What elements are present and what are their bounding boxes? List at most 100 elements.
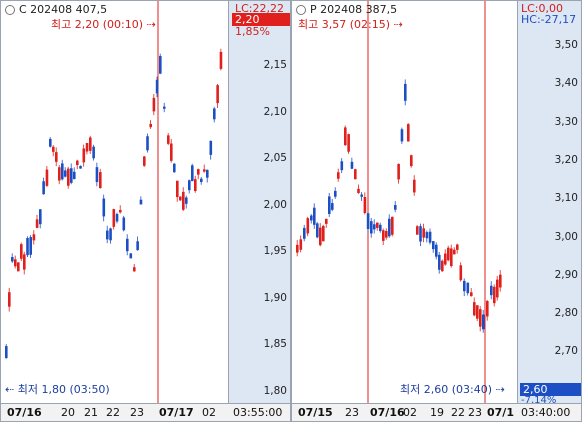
arrow-left-icon: ⇠ xyxy=(5,383,15,396)
candle-body xyxy=(334,190,337,197)
candle-body xyxy=(126,238,129,252)
candle-body xyxy=(496,279,499,298)
call-candlestick-plot[interactable] xyxy=(1,1,228,403)
candle-body xyxy=(191,165,194,182)
candle-body xyxy=(400,129,404,142)
candle-body xyxy=(23,254,26,270)
candle-body xyxy=(139,199,143,205)
call-contract-label: C 202408 407,5 xyxy=(19,3,108,16)
candle-body xyxy=(95,167,99,183)
put-price-axis[interactable]: LC:0,00 HC:-27,17 -7,14% 2,60 3,50 3,40 3,… xyxy=(517,1,581,406)
candle-body xyxy=(476,305,479,319)
candle-body xyxy=(344,127,347,146)
candle-body xyxy=(185,197,188,204)
call-high-annotation: 최고 2,20 (00:10) ⇢ xyxy=(51,16,156,32)
candle-body xyxy=(416,226,419,235)
series-radio-icon[interactable] xyxy=(5,4,15,15)
price-tick-label: 2,80 xyxy=(554,307,578,320)
candle-body xyxy=(17,262,20,272)
candle-body xyxy=(444,253,447,265)
price-tick-label: 3,40 xyxy=(554,77,578,90)
candle-body xyxy=(32,234,36,241)
put-lc-label: LC:0,00 xyxy=(521,2,564,15)
call-change-pct: 1,85% xyxy=(235,25,270,38)
put-date-axis[interactable]: 07/15 23 07/16 02 19 22 23 07/1 03:40:00 xyxy=(292,403,581,421)
date-label: 02 xyxy=(202,406,216,419)
price-tick-label: 2,90 xyxy=(554,268,578,281)
candle-body xyxy=(394,205,397,210)
call-option-chart-panel[interactable]: C 202408 407,5 최고 2,20 (00:10) ⇢ ⇠ 최저 1,… xyxy=(0,0,291,422)
candle-body xyxy=(67,168,70,186)
candle-body xyxy=(213,108,216,120)
put-contract-label: P 202408 387,5 xyxy=(310,3,398,16)
candle-body xyxy=(216,85,219,104)
candle-body xyxy=(82,148,86,163)
candle-body xyxy=(152,97,156,112)
date-label: 07/16 xyxy=(7,406,42,419)
candle-body xyxy=(149,123,152,128)
candle-body xyxy=(20,244,23,259)
candle-body xyxy=(296,244,299,253)
put-change-pct: -7,14% xyxy=(521,395,557,406)
call-low-text: 최저 1,80 (03:50) xyxy=(17,383,110,396)
candle-body xyxy=(179,196,182,201)
candle-body xyxy=(347,134,350,152)
candle-body xyxy=(79,165,82,169)
put-candlestick-plot[interactable] xyxy=(292,1,517,403)
candle-body xyxy=(102,198,106,217)
candle-body xyxy=(159,56,162,74)
put-chart-header: P 202408 387,5 xyxy=(296,3,397,16)
candle-body xyxy=(373,224,376,230)
candle-body xyxy=(89,137,92,151)
candle-body xyxy=(35,219,39,228)
call-lc-label: LC:22,22 xyxy=(235,2,285,15)
candle-body xyxy=(363,197,367,214)
candle-body xyxy=(5,346,8,359)
candle-body xyxy=(155,79,159,94)
put-last-price-badge: 2,60 xyxy=(520,383,581,396)
candle-body xyxy=(133,267,136,272)
date-label: 07/15 xyxy=(298,406,333,419)
candle-body xyxy=(413,179,416,193)
candle-body xyxy=(119,209,122,213)
candle-body xyxy=(99,172,102,189)
date-label: 02 xyxy=(403,406,417,419)
candle-body xyxy=(170,143,173,161)
price-tick-label: 3,30 xyxy=(554,115,578,128)
candle-body xyxy=(360,194,363,197)
call-date-axis[interactable]: 07/16 20 21 22 23 07/17 02 03:55:00 xyxy=(1,403,290,421)
candle-body xyxy=(340,161,344,171)
candle-body xyxy=(92,146,95,159)
candle-body xyxy=(197,169,200,175)
call-price-axis[interactable]: LC:22,22 2,20 1,85% 2,15 2,10 2,05 2,00 1,95… xyxy=(228,1,290,403)
candle-body xyxy=(76,160,79,166)
candle-body xyxy=(350,161,354,169)
candle-body xyxy=(490,285,493,296)
candle-body xyxy=(136,241,139,251)
candle-body xyxy=(11,257,14,262)
candle-body xyxy=(486,301,489,317)
price-tick-label: 3,10 xyxy=(554,192,578,205)
candle-body xyxy=(337,172,340,179)
candle-body xyxy=(203,169,206,172)
candle-body xyxy=(419,226,422,242)
date-label: 22 xyxy=(106,406,120,419)
candle-body xyxy=(42,181,45,195)
candle-body xyxy=(182,191,185,210)
candle-body xyxy=(441,260,444,272)
date-label: 23 xyxy=(130,406,144,419)
candle-body xyxy=(39,209,42,225)
price-tick-label: 2,10 xyxy=(263,105,287,118)
series-radio-icon[interactable] xyxy=(296,4,306,15)
candle-body xyxy=(376,222,379,228)
candle-body xyxy=(482,314,485,330)
candle-body xyxy=(391,216,394,235)
candle-body xyxy=(450,248,453,267)
call-last-price-badge: 2,20 xyxy=(232,13,290,26)
candle-body xyxy=(459,265,463,281)
candle-body xyxy=(143,156,146,166)
call-time-label: 03:55:00 xyxy=(233,406,283,419)
put-option-chart-panel[interactable]: P 202408 387,5 최고 3,57 (02:15) ⇢ 최저 2,60… xyxy=(291,0,582,422)
candle-body xyxy=(438,254,441,270)
price-tick-label: 1,95 xyxy=(263,245,287,257)
